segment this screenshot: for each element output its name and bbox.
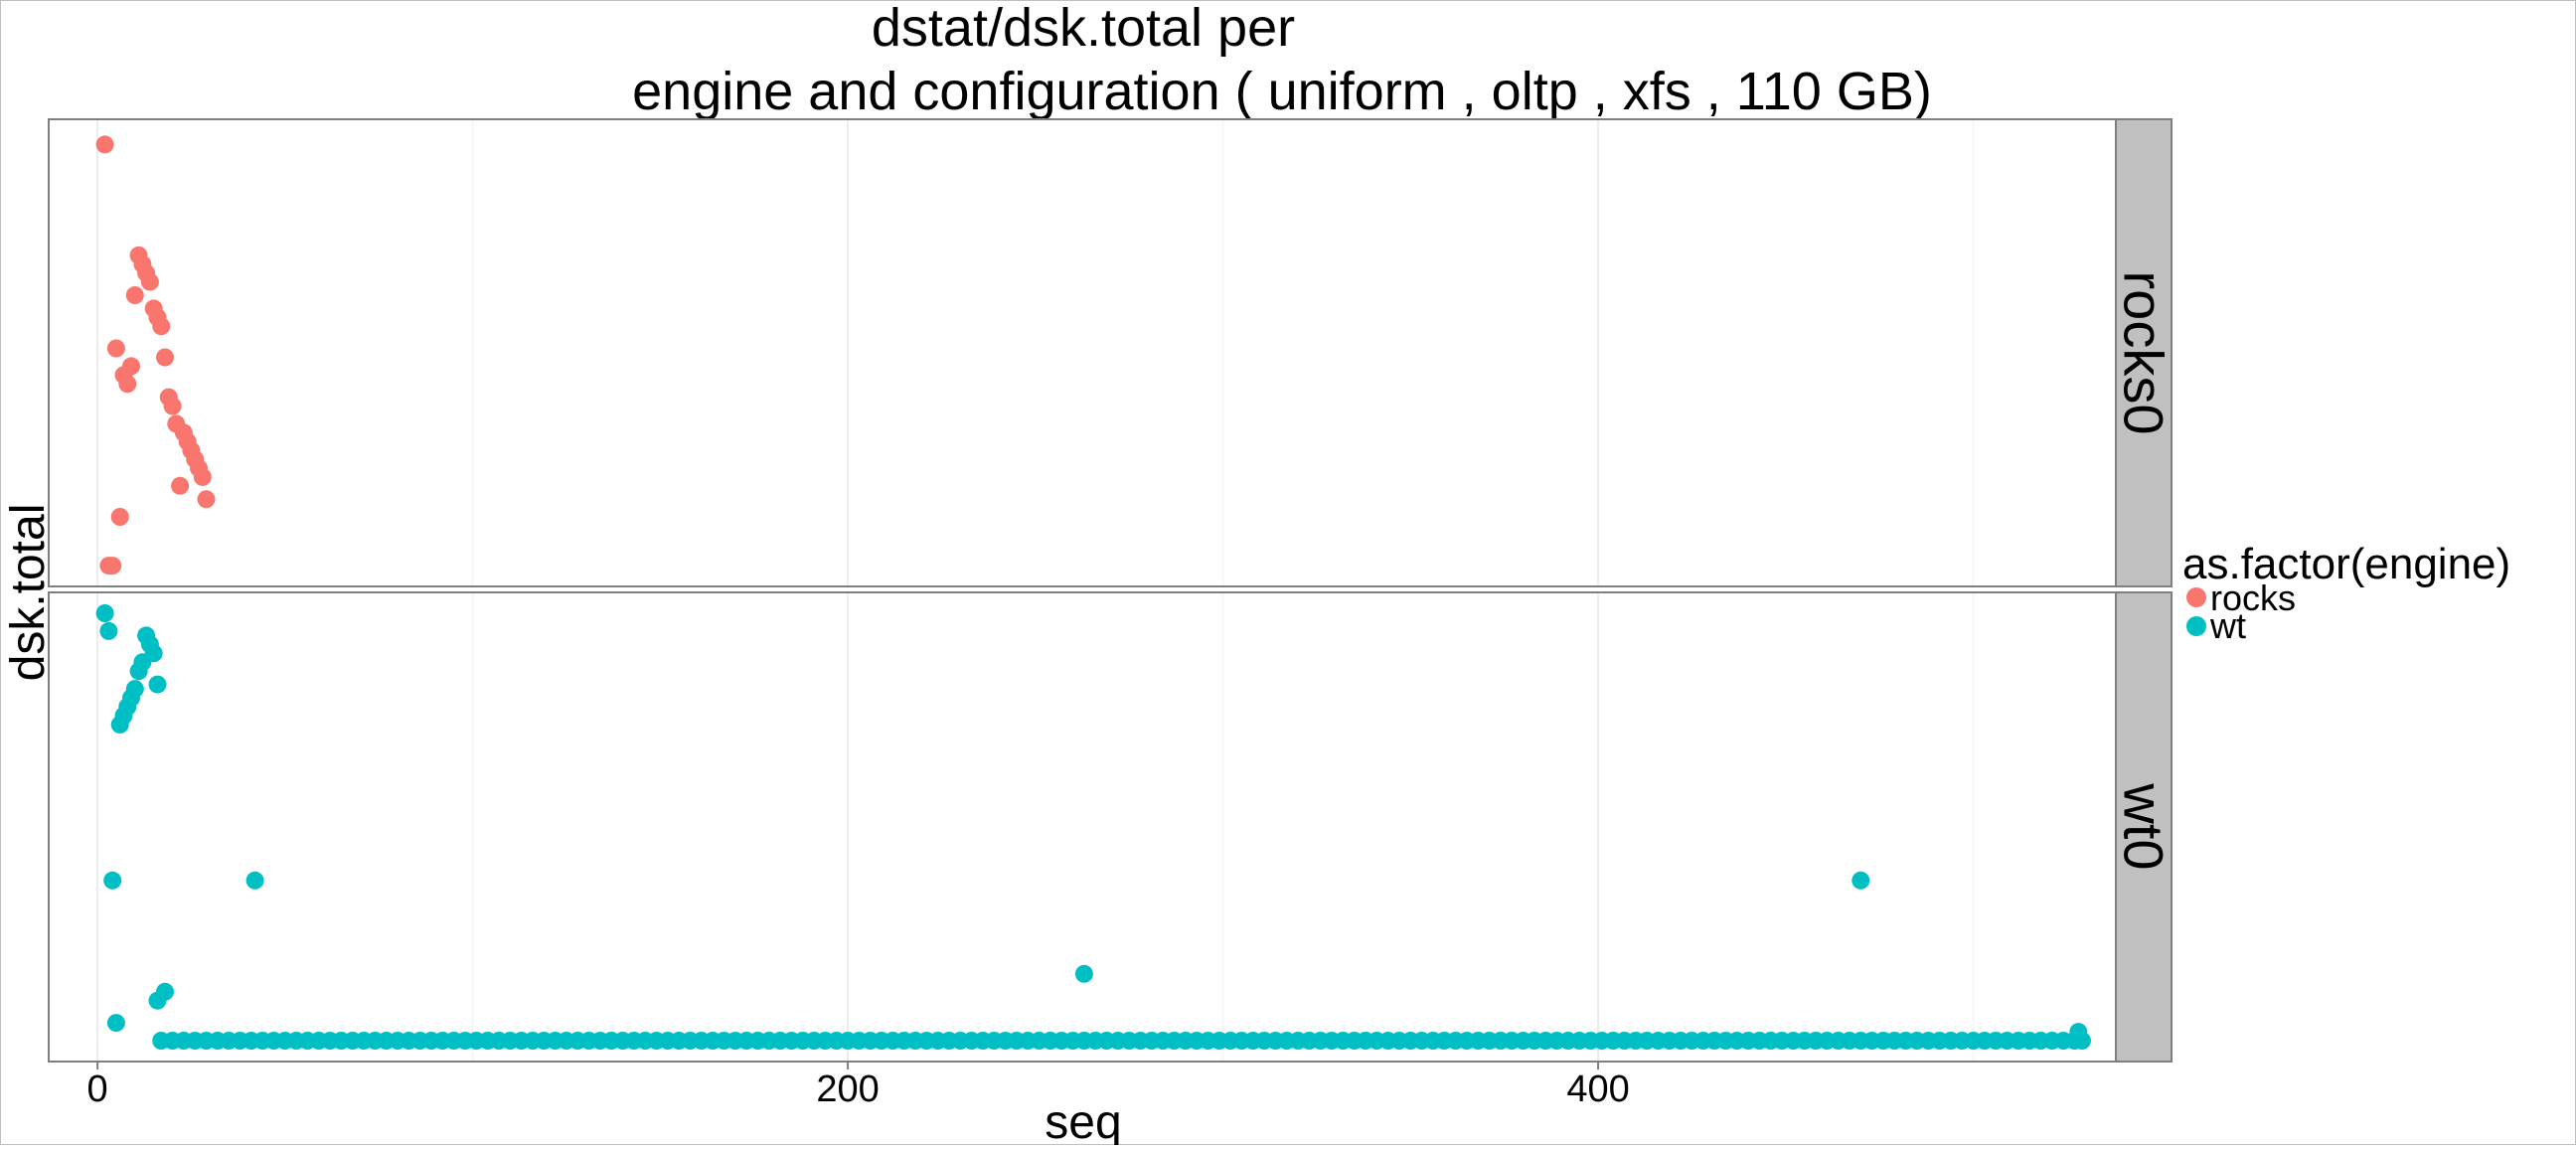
legend-label-wt: wt (2209, 605, 2246, 646)
point-wt (148, 675, 167, 694)
point-wt (2065, 1032, 2084, 1050)
point-rocks (103, 557, 122, 575)
point-wt (144, 644, 163, 663)
facet-label-wt0: wt0 (2113, 782, 2175, 870)
facet-panel-wt0 (48, 591, 2117, 1063)
facet-strip-rocks0 (2115, 118, 2173, 587)
x-tick-label: 0 (87, 1068, 108, 1110)
point-wt (156, 982, 174, 1001)
gridlines (96, 593, 1975, 1061)
legend-label-rocks: rocks (2210, 577, 2296, 618)
legend-title: as.factor(engine) (2182, 540, 2510, 588)
point-wt (103, 871, 122, 890)
point-wt (125, 680, 144, 699)
points-wt0 (95, 604, 2091, 1050)
legend-entry-wt: wt (2186, 605, 2246, 646)
point-rocks (125, 286, 144, 304)
point-rocks (163, 397, 182, 415)
point-wt (245, 871, 264, 890)
y-axis-label: dsk.total (2, 504, 55, 682)
point-rocks (106, 339, 125, 358)
x-axis: 0 200 400 (87, 1062, 1630, 1110)
chart-title-line2: engine and configuration ( uniform , olt… (632, 62, 1932, 121)
point-wt (1074, 964, 1093, 983)
point-rocks (122, 357, 140, 376)
point-wt (1852, 871, 1870, 890)
x-axis-label: seq (1045, 1096, 1121, 1145)
point-wt (95, 604, 114, 622)
panel-background (48, 118, 2117, 587)
panel-background (48, 591, 2117, 1063)
point-rocks (193, 467, 212, 486)
legend-key-wt (2186, 616, 2206, 636)
facet-label-rocks0: rocks0 (2113, 271, 2175, 435)
point-rocks (156, 348, 174, 367)
legend-entry-rocks: rocks (2186, 577, 2296, 618)
x-tick-label: 200 (816, 1068, 879, 1110)
point-wt (99, 621, 118, 640)
point-rocks (140, 272, 159, 291)
points-rocks0 (95, 135, 216, 575)
facet-strip-wt0 (2115, 591, 2173, 1063)
point-rocks (110, 508, 129, 526)
gridlines (96, 120, 1975, 585)
x-tick-label: 400 (1566, 1068, 1629, 1110)
point-rocks (197, 490, 216, 509)
facet-panel-rocks0 (48, 118, 2117, 587)
legend: as.factor(engine) rocks wt (2182, 540, 2510, 646)
point-rocks (171, 476, 190, 495)
point-wt (106, 1014, 125, 1033)
point-rocks (152, 317, 171, 336)
chart-title-line1: dstat/dsk.total per (872, 0, 1295, 58)
legend-key-rocks (2186, 587, 2206, 607)
point-rocks (118, 375, 137, 394)
point-rocks (95, 135, 114, 154)
